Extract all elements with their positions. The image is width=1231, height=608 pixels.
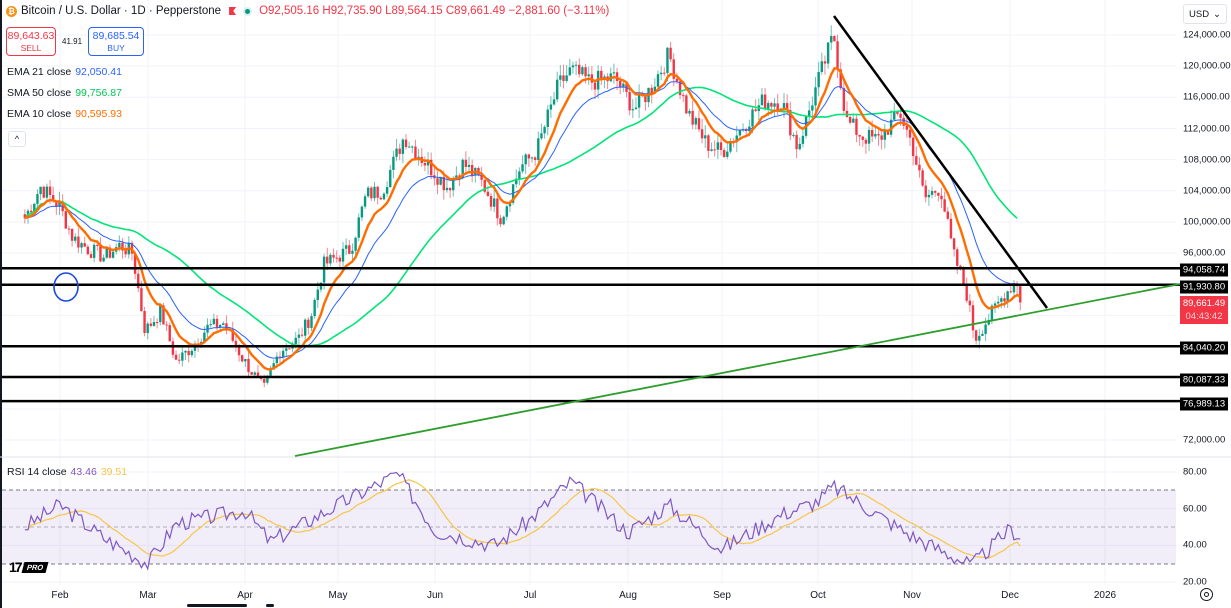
rsi-line (24, 471, 1021, 571)
level-tag[interactable]: 91,930.80 (1180, 280, 1228, 294)
sell-button[interactable]: 89,643.63 SELL (6, 27, 56, 56)
price-axis-label: 124,000.00 (1183, 29, 1231, 41)
price-axis-label: 104,000.00 (1183, 185, 1231, 197)
current-price-tag: 89,661.49 04:43:42 (1180, 296, 1228, 324)
flag-icon[interactable] (229, 7, 237, 15)
price-axis-label: 116,000.00 (1183, 91, 1230, 103)
indicator-sma50[interactable]: SMA 50 close 99,756.87 (7, 87, 122, 99)
time-axis-label: Oct (810, 590, 826, 601)
market-open-icon (243, 6, 253, 16)
settings-icon[interactable] (1200, 588, 1213, 601)
ascending-trendline (294, 283, 1181, 457)
price-axis-label: 96,000.00 (1183, 247, 1226, 259)
currency-select[interactable]: USD ⌄ (1183, 4, 1227, 24)
indicator-ema10[interactable]: EMA 10 close 90,595.93 (7, 108, 122, 120)
annotation-circle (53, 272, 79, 302)
time-axis-label: Apr (237, 590, 253, 601)
tradingview-logo[interactable]: 17 PRO (9, 559, 49, 575)
chevron-down-icon: ⌄ (1213, 8, 1221, 20)
time-axis-label: Feb (51, 590, 69, 601)
time-axis-label: May (328, 590, 348, 601)
rsi-legend[interactable]: RSI 14 close 43.46 39.51 (7, 466, 128, 478)
chevron-up-icon: ^ (14, 134, 20, 144)
descending-trendline (832, 15, 1049, 309)
ema10-line (24, 67, 1021, 371)
time-axis-label: 2026 (1093, 590, 1117, 601)
time-axis-label: Dec (1001, 590, 1019, 601)
time-axis-label: Nov (903, 590, 921, 601)
time-axis-label: Mar (139, 590, 157, 601)
rsi-axis-label: 40.00 (1183, 539, 1207, 551)
bar-countdown: 04:43:42 (1185, 311, 1223, 322)
price-axis-label: 100,000.00 (1183, 216, 1231, 228)
spread-value: 41.91 (62, 37, 83, 46)
trade-panel: 89,643.63 SELL 41.91 89,685.54 BUY (6, 27, 145, 56)
time-scrollbar[interactable] (187, 604, 247, 607)
indicator-ema21[interactable]: EMA 21 close 92,050.41 (7, 66, 122, 78)
symbol-header[interactable]: ₿ Bitcoin / U.S. Dollar · 1D · Peppersto… (6, 5, 609, 17)
price-axis-label: 108,000.00 (1183, 154, 1231, 166)
buy-button[interactable]: 89,685.54 BUY (88, 27, 145, 56)
sma50-line (24, 86, 1018, 347)
time-axis-label: Aug (619, 590, 637, 601)
symbol-title[interactable]: Bitcoin / U.S. Dollar · 1D · Pepperstone (21, 5, 222, 17)
time-axis-label: Jul (523, 590, 537, 601)
ohlc-values: O92,505.16 H92,735.90 L89,564.15 C89,661… (259, 5, 610, 17)
collapse-legend-button[interactable]: ^ (8, 131, 26, 147)
candlesticks (23, 25, 1022, 388)
rsi-ma-line (24, 479, 1021, 559)
rsi-axis-label: 60.00 (1183, 503, 1207, 515)
rsi-axis-label: 80.00 (1183, 466, 1207, 478)
price-axis-label: 72,000.00 (1183, 434, 1226, 446)
rsi-axis-label: 20.00 (1183, 576, 1207, 588)
left-edge (0, 0, 2, 608)
level-tag[interactable]: 94,058.74 (1180, 263, 1228, 277)
change-value: −2,881.60 (−3.11%) (508, 5, 610, 17)
bitcoin-icon: ₿ (6, 5, 17, 17)
level-tag[interactable]: 76,989.13 (1180, 397, 1228, 411)
time-scrollbar-handle[interactable] (266, 604, 274, 607)
horizontal-levels (2, 266, 1180, 403)
price-axis-label: 120,000.00 (1183, 60, 1231, 72)
time-axis-label: Jun (426, 590, 444, 601)
grid-lines (2, 0, 1176, 585)
time-axis-label: Sep (713, 590, 731, 601)
level-tag[interactable]: 84,040.20 (1180, 341, 1228, 355)
price-axis-label: 112,000.00 (1183, 123, 1230, 135)
level-tag[interactable]: 80,087.33 (1180, 373, 1228, 387)
